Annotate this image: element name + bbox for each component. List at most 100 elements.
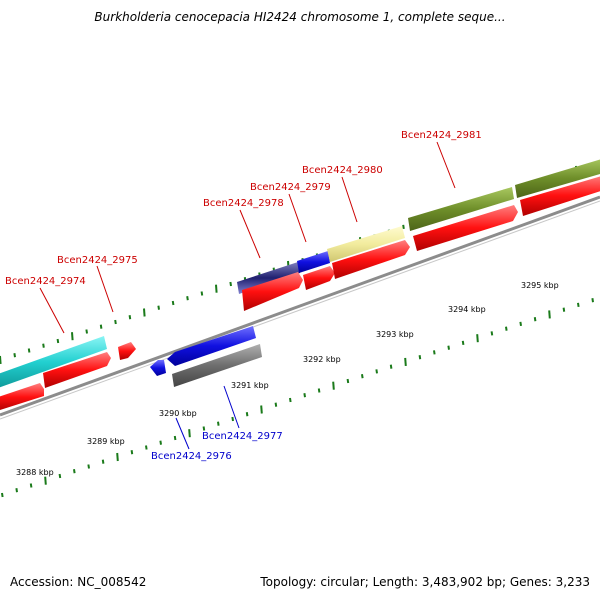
major-tick — [404, 357, 407, 366]
major-tick — [215, 284, 218, 293]
gene-labels: Bcen2424_2974 Bcen2424_2975 Bcen2424_297… — [5, 130, 482, 462]
major-tick — [0, 355, 2, 365]
minor-tick — [200, 291, 204, 296]
accession-text: Accession: NC_008542 — [10, 575, 147, 589]
gene-label[interactable]: Bcen2424_2981 — [401, 130, 482, 141]
minor-tick — [346, 378, 350, 384]
gene-label[interactable]: Bcen2424_2975 — [57, 255, 138, 266]
gene-feature-olive-2[interactable] — [515, 158, 600, 198]
gene-label[interactable]: Bcen2424_2980 — [302, 165, 383, 176]
minor-tick — [128, 315, 132, 320]
minor-tick — [389, 364, 393, 369]
minor-tick — [99, 324, 103, 329]
forward-label-leaders — [39, 141, 456, 334]
minor-tick — [27, 348, 31, 353]
cds-arrow[interactable] — [118, 342, 136, 360]
minor-tick — [402, 224, 405, 230]
minor-tick — [202, 426, 206, 431]
minor-tick — [157, 305, 160, 310]
major-tick — [116, 452, 119, 462]
major-tick — [476, 334, 479, 343]
kbp-label: 3295 kbp — [521, 281, 559, 290]
minor-tick — [375, 369, 378, 374]
page-title: Burkholderia cenocepacia HI2424 chromoso… — [94, 10, 506, 24]
cds-arrow[interactable] — [303, 266, 335, 290]
chromosome-backbone-line — [0, 195, 600, 417]
minor-tick — [1, 492, 4, 498]
minor-tick — [87, 464, 90, 469]
kbp-label: 3294 kbp — [448, 305, 486, 314]
minor-tick — [461, 340, 465, 346]
gene-label[interactable]: Bcen2424_2976 — [151, 451, 232, 462]
minor-tick — [186, 296, 189, 301]
minor-tick — [13, 353, 16, 358]
gene-feature-cyan[interactable] — [0, 336, 107, 388]
kbp-label: 3292 kbp — [303, 355, 341, 364]
minor-tick — [101, 459, 105, 464]
gene-feature-blue-small[interactable] — [297, 251, 330, 273]
minor-tick — [490, 331, 494, 336]
kbp-label: 3288 kbp — [16, 468, 54, 477]
major-tick — [260, 405, 263, 414]
minor-tick — [519, 321, 522, 327]
minor-tick — [114, 319, 117, 325]
cds-track — [0, 175, 600, 411]
reverse-label-leaders — [175, 385, 240, 450]
minor-tick — [171, 300, 175, 306]
cds-arrow[interactable] — [43, 352, 111, 388]
cds-arrow[interactable] — [520, 175, 600, 216]
minor-tick — [505, 326, 508, 331]
gene-label[interactable]: Bcen2424_2979 — [250, 182, 331, 193]
minor-tick — [533, 317, 537, 322]
cds-arrow[interactable] — [242, 272, 303, 311]
kbp-label: 3293 kbp — [376, 330, 414, 339]
minor-tick — [29, 483, 33, 488]
minor-tick — [274, 402, 278, 407]
gene-label[interactable]: Bcen2424_2977 — [202, 431, 283, 442]
minor-tick — [58, 473, 62, 479]
gene-feature-yellow[interactable] — [327, 226, 405, 262]
minor-tick — [42, 343, 45, 348]
minor-tick — [433, 350, 436, 355]
cds-arrow[interactable] — [332, 240, 410, 279]
minor-tick — [173, 435, 177, 441]
minor-tick — [217, 421, 220, 426]
minor-tick — [73, 469, 76, 474]
gene-feature-blue-arrow-small[interactable] — [150, 360, 166, 376]
kbp-label: 3290 kbp — [159, 409, 197, 418]
chromosome-backbone-shadow — [0, 200, 600, 420]
gene-feature-olive-1[interactable] — [408, 187, 514, 231]
gene-feature-blue-arrow[interactable] — [167, 326, 256, 366]
gene-feature-navy[interactable] — [237, 262, 300, 294]
minor-tick — [317, 388, 321, 393]
minor-tick — [447, 345, 450, 350]
minor-tick — [577, 302, 580, 308]
major-tick — [188, 429, 191, 438]
lower-tick-track — [1, 298, 594, 498]
minor-tick — [289, 397, 292, 403]
minor-tick — [56, 338, 60, 344]
major-tick — [548, 310, 551, 319]
minor-tick — [145, 445, 148, 450]
minor-tick — [303, 393, 306, 398]
gene-label[interactable]: Bcen2424_2974 — [5, 276, 86, 287]
major-tick — [332, 381, 335, 390]
kbp-label: 3289 kbp — [87, 437, 125, 446]
major-tick — [71, 332, 74, 341]
genome-stats-text: Topology: circular; Length: 3,483,902 bp… — [260, 575, 590, 589]
minor-tick — [130, 450, 134, 455]
kbp-labels: 3288 kbp 3289 kbp 3290 kbp 3291 kbp 3292… — [16, 281, 559, 477]
cds-arrow[interactable] — [0, 383, 44, 411]
major-tick — [44, 476, 47, 485]
minor-tick — [562, 307, 566, 312]
minor-tick — [229, 281, 232, 287]
forward-gene-track — [0, 158, 600, 388]
gene-feature-gray[interactable] — [172, 344, 262, 387]
minor-tick — [231, 416, 234, 422]
minor-tick — [245, 412, 249, 417]
major-tick — [143, 308, 146, 317]
cds-arrow[interactable] — [413, 205, 518, 251]
gene-label[interactable]: Bcen2424_2978 — [203, 198, 284, 209]
